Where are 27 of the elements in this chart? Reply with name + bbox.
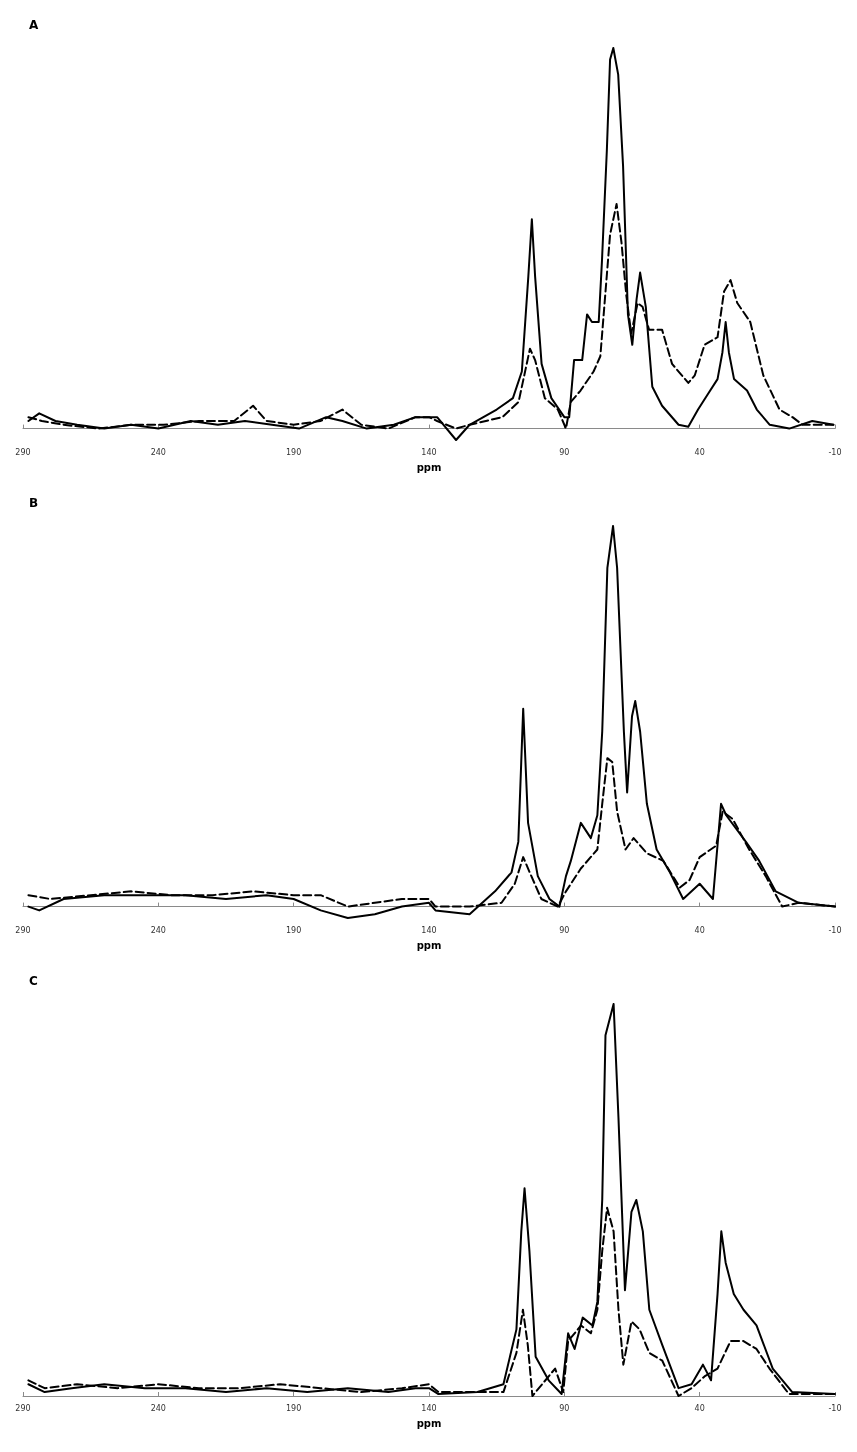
x-tick-label: 290	[15, 1403, 31, 1413]
x-tick-label: 140	[421, 925, 437, 935]
x-tick-label: 240	[150, 1403, 166, 1413]
x-tick-label: 40	[694, 447, 705, 457]
x-axis-title: ppm	[416, 461, 442, 473]
x-tick-label: 290	[15, 925, 31, 935]
chart-title: A	[29, 18, 39, 32]
x-tick-label: 40	[694, 1403, 705, 1413]
x-tick-label: 190	[286, 925, 302, 935]
x-tick-label: 40	[694, 925, 705, 935]
x-tick-label: 190	[286, 447, 302, 457]
x-tick-label: 290	[15, 447, 31, 457]
x-tick-label: 90	[559, 1403, 570, 1413]
x-tick-label: 240	[150, 925, 166, 935]
x-axis-title: ppm	[416, 1417, 442, 1429]
x-tick-label: 90	[559, 925, 570, 935]
x-tick-label: -10	[828, 447, 842, 457]
x-tick-label: 190	[286, 1403, 302, 1413]
x-tick-label: 240	[150, 447, 166, 457]
x-tick-label: -10	[828, 1403, 842, 1413]
x-tick-label: 140	[421, 1403, 437, 1413]
x-tick-label: 90	[559, 447, 570, 457]
chart-title: C	[29, 974, 38, 988]
x-tick-label: 140	[421, 447, 437, 457]
x-axis-title: ppm	[416, 939, 442, 951]
chart-title: B	[29, 496, 39, 510]
x-tick-label: -10	[828, 925, 842, 935]
